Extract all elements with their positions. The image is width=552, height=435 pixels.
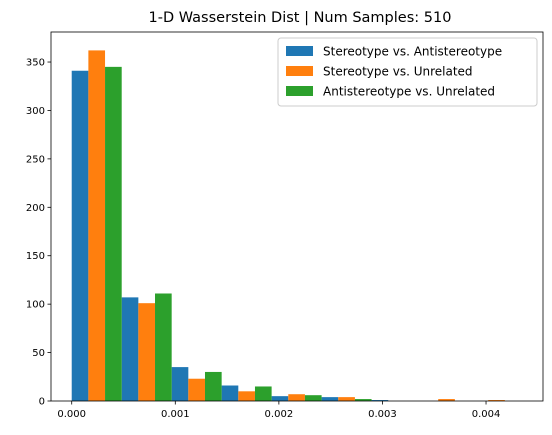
bar-series-3-bin-3 bbox=[204, 371, 222, 401]
legend-box bbox=[277, 37, 538, 107]
y-tick-label: 200 bbox=[26, 203, 45, 214]
bar-series-1-bin-6 bbox=[321, 397, 339, 401]
bar-series-1-bin-7 bbox=[371, 400, 389, 401]
bar-series-2-bin-5 bbox=[288, 394, 305, 401]
legend-label-3: Antistereotype vs. Unrelated bbox=[323, 85, 495, 99]
bars-layer bbox=[71, 50, 505, 401]
bar-series-2-bin-4 bbox=[238, 391, 255, 401]
bar-series-1-bin-1 bbox=[71, 70, 89, 401]
bar-series-3-bin-5 bbox=[304, 395, 322, 401]
legend-swatch-2 bbox=[286, 66, 313, 76]
bar-series-2-bin-9 bbox=[488, 400, 505, 401]
x-tick-label: 0.004 bbox=[472, 409, 501, 420]
axes-frame bbox=[50, 31, 544, 402]
y-tick-label: 300 bbox=[26, 106, 45, 117]
legend-label-2: Stereotype vs. Unrelated bbox=[323, 65, 473, 79]
bar-series-1-bin-5 bbox=[271, 396, 289, 401]
bar-series-1-bin-2 bbox=[121, 297, 139, 401]
axes-layer: 0.000 0.001 0.002 0.003 0.004 0 50 100 150 200 250… bbox=[26, 31, 544, 420]
legend-swatch-1 bbox=[286, 46, 313, 56]
bar-series-1-bin-4 bbox=[221, 385, 239, 401]
legend: Stereotype vs. Antistereotype Stereotype … bbox=[277, 37, 538, 107]
bar-series-1-bin-3 bbox=[171, 367, 189, 401]
bar-series-2-bin-1 bbox=[88, 50, 106, 401]
x-tick-label: 0.001 bbox=[161, 409, 190, 420]
y-tick-label: 50 bbox=[32, 348, 45, 359]
legend-swatch-3 bbox=[286, 86, 313, 96]
x-tick-label: 0.000 bbox=[57, 409, 86, 420]
legend-label-1: Stereotype vs. Antistereotype bbox=[323, 45, 502, 59]
y-tick-label: 250 bbox=[26, 154, 45, 165]
y-tick-label: 100 bbox=[26, 300, 45, 311]
x-tick-label: 0.002 bbox=[265, 409, 294, 420]
bar-series-2-bin-6 bbox=[338, 397, 355, 401]
bar-series-3-bin-2 bbox=[155, 293, 172, 401]
bar-series-3-bin-6 bbox=[354, 399, 372, 401]
bar-series-3-bin-4 bbox=[254, 386, 272, 401]
y-tick-label: 150 bbox=[26, 251, 45, 262]
bar-series-2-bin-2 bbox=[138, 303, 156, 401]
bar-series-2-bin-8 bbox=[438, 399, 455, 401]
chart-title: 1-D Wasserstein Dist | Num Samples: 510 bbox=[149, 10, 452, 26]
bar-series-2-bin-3 bbox=[188, 378, 205, 401]
x-tick-label: 0.003 bbox=[368, 409, 397, 420]
y-tick-label: 0 bbox=[39, 397, 45, 408]
bar-series-3-bin-1 bbox=[105, 66, 122, 401]
y-tick-label: 350 bbox=[26, 58, 45, 69]
